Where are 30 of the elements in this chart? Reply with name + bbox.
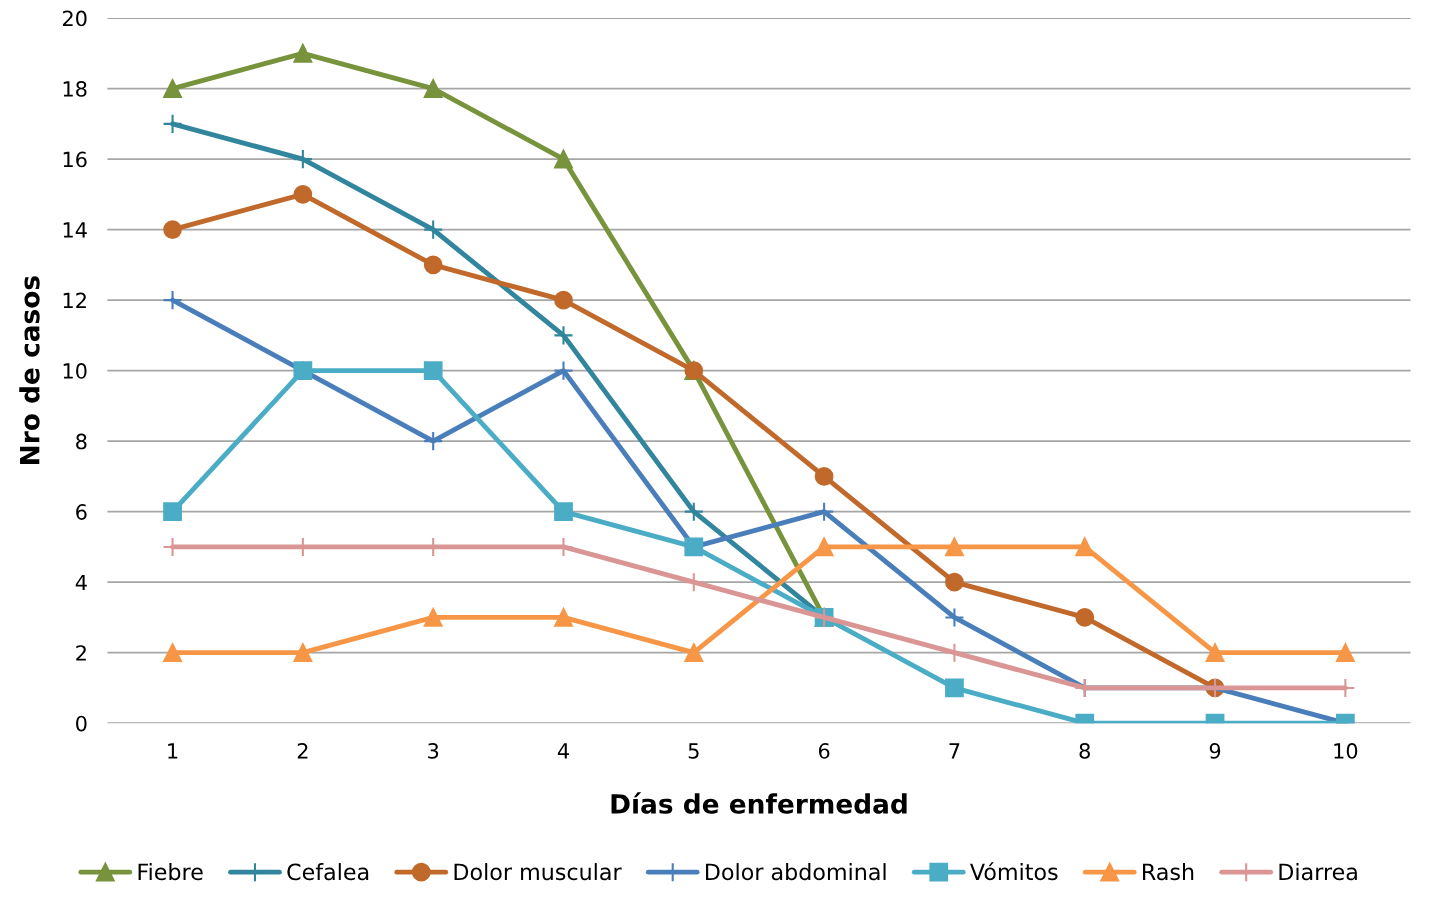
legend-label: Dolor abdominal <box>706 863 886 881</box>
legend-label: Rash <box>1143 863 1194 881</box>
y-tick-label: 20 <box>62 10 87 27</box>
y-tick-label: 18 <box>63 81 87 97</box>
legend-label: Cefalea <box>287 863 369 881</box>
y-tick-label: 0 <box>76 715 87 732</box>
x-tick-label: 5 <box>688 743 699 759</box>
x-tick-label: 6 <box>818 743 830 759</box>
legend-label: Fiebre <box>138 863 203 881</box>
y-tick-label: 4 <box>75 574 87 591</box>
x-tick-label: 10 <box>1334 743 1358 759</box>
y-tick-label: 16 <box>63 151 87 168</box>
y-tick-label: 8 <box>76 433 87 450</box>
x-tick-label: 7 <box>949 743 960 759</box>
x-tick-label: 4 <box>557 743 569 759</box>
x-tick-label: 1 <box>168 743 178 759</box>
y-tick-label: 2 <box>76 645 86 661</box>
x-tick-label: 3 <box>428 743 439 759</box>
y-axis-title: Nro de casos <box>19 276 40 464</box>
legend-label: Dolor muscular <box>454 863 622 881</box>
x-tick-label: 9 <box>1209 743 1221 759</box>
x-tick-label: 8 <box>1079 743 1090 759</box>
x-axis-title: Días de enfermedad <box>611 792 907 814</box>
y-tick-label: 10 <box>63 363 87 379</box>
y-tick-label: 6 <box>76 504 87 520</box>
legend-label: Diarrea <box>1279 863 1357 881</box>
y-tick-label: 12 <box>63 292 86 309</box>
y-tick-label: 14 <box>63 222 87 238</box>
x-tick-label: 2 <box>297 743 308 759</box>
legend-label: Vómitos <box>970 862 1058 881</box>
